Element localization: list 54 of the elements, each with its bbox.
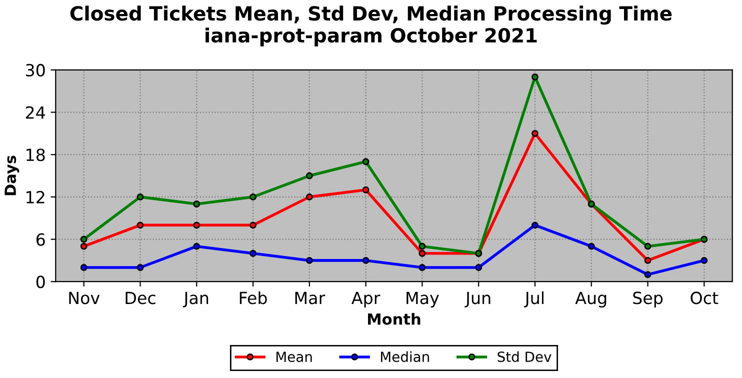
point — [306, 172, 313, 180]
point — [80, 264, 88, 271]
point — [418, 250, 426, 257]
legend-label: Mean — [276, 352, 312, 362]
x-tick-label: May — [406, 292, 439, 308]
point — [362, 186, 370, 194]
x-tick-label: Jul — [524, 291, 544, 308]
point — [193, 200, 200, 208]
x-axis-title: Month — [368, 313, 420, 325]
legend-label: Std Dev — [498, 351, 552, 362]
x-tick-label: Apr — [352, 292, 380, 308]
point — [193, 242, 200, 250]
x-tick-label: Dec — [126, 292, 156, 304]
point — [532, 222, 538, 229]
point — [136, 264, 144, 271]
point — [418, 264, 426, 271]
x-tick-label: Sep — [633, 292, 663, 308]
point — [306, 193, 313, 200]
point — [250, 193, 256, 200]
y-axis-title: Days — [4, 156, 20, 196]
point — [306, 256, 313, 264]
point — [250, 222, 256, 229]
y-tick-label: 18 — [26, 148, 45, 162]
point — [250, 250, 256, 257]
y-tick-label: 30 — [26, 64, 45, 76]
point — [644, 256, 652, 264]
point — [644, 271, 652, 278]
point — [418, 242, 426, 250]
point — [532, 130, 538, 137]
point — [80, 236, 88, 243]
y-tick-label: 6 — [36, 233, 45, 246]
point — [475, 264, 482, 271]
point — [193, 222, 200, 229]
point — [136, 193, 144, 200]
y-tick-label: 12 — [26, 190, 44, 204]
x-tick-label: Jan — [182, 292, 208, 308]
x-tick-label: Feb — [240, 291, 267, 304]
x-tick-label: Jun — [464, 292, 490, 308]
point — [588, 242, 595, 250]
x-tick-label: Nov — [69, 292, 100, 304]
point — [136, 222, 144, 229]
point — [362, 158, 370, 166]
chart-title: Closed Tickets Mean, Std Dev, Median Processing Time iana-prot-param October 2021 — [70, 6, 672, 46]
point — [532, 74, 538, 80]
point — [644, 242, 652, 250]
point — [700, 256, 708, 264]
x-tick-label: Mar — [295, 292, 326, 304]
legend-label: Median — [380, 351, 429, 362]
y-tick-label: 0 — [36, 276, 45, 288]
point — [362, 256, 370, 264]
y-tick-label: 24 — [26, 106, 45, 119]
point — [80, 242, 88, 250]
x-tick-label: Oct — [690, 292, 718, 304]
x-tick-label: Aug — [575, 292, 606, 308]
